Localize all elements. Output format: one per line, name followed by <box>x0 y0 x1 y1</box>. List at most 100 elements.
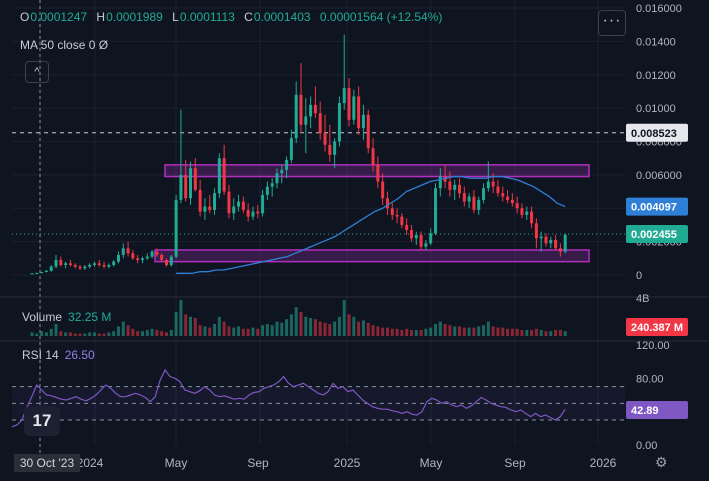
candle-body <box>506 196 510 200</box>
candle-body <box>539 236 543 239</box>
candle-body <box>304 116 308 125</box>
tradingview-logo[interactable]: 17 <box>24 406 60 436</box>
candle-body <box>213 193 217 210</box>
candle-body <box>525 211 529 215</box>
candle-body <box>482 188 486 200</box>
rsi-tick-label: 0.00 <box>636 440 657 452</box>
candle-body <box>289 138 293 160</box>
candle-body <box>294 94 298 139</box>
volume-bar <box>59 331 63 336</box>
candle-body <box>265 186 269 195</box>
volume-bar <box>265 324 269 336</box>
volume-bar <box>165 332 168 336</box>
candle-body <box>49 266 53 271</box>
candle-body <box>414 234 418 239</box>
last-price-tag-bg <box>626 225 688 244</box>
volume-bar <box>405 328 409 336</box>
open-label: O <box>20 10 30 24</box>
volume-bar <box>357 321 361 336</box>
gear-icon[interactable]: ⚙ <box>655 454 668 470</box>
volume-bar <box>515 328 519 336</box>
volume-bar <box>371 325 375 336</box>
volume-bar <box>174 312 178 336</box>
volume-bar <box>429 327 433 336</box>
candle-body <box>203 206 207 212</box>
candle-body <box>275 173 279 184</box>
volume-bar <box>309 318 313 336</box>
volume-bar <box>395 328 399 336</box>
candle-body <box>198 189 202 212</box>
time-tick-label: 2026 <box>590 456 617 470</box>
volume-bar <box>140 331 144 336</box>
candle-body <box>361 114 365 129</box>
close-value: 0.0001403 <box>253 10 311 24</box>
volume-bar <box>453 326 457 336</box>
volume-legend[interactable]: Volume 32.25 M <box>22 310 111 324</box>
candle-body <box>390 208 394 215</box>
volume-bar <box>78 333 82 336</box>
candle-body <box>515 203 519 209</box>
volume-bar <box>198 325 202 336</box>
more-options-button[interactable]: ··· <box>598 10 626 36</box>
candle-body <box>366 114 370 149</box>
candle-body <box>121 248 125 255</box>
volume-label: Volume <box>22 310 63 324</box>
rsi-price-tag-bg <box>626 401 688 419</box>
volume-bar <box>409 330 413 336</box>
volume-bar <box>270 325 274 336</box>
candle-body <box>256 211 260 214</box>
candle-body <box>73 264 77 267</box>
crosshair-date-label: 30 Oct '23 <box>14 454 80 472</box>
volume-bar <box>534 328 538 336</box>
collapse-legend-button[interactable]: ^ <box>25 61 49 83</box>
candle-body <box>285 159 289 170</box>
candle-body <box>486 181 490 189</box>
volume-bar <box>179 300 183 336</box>
volume-bar <box>222 321 226 336</box>
candle-body <box>116 254 120 262</box>
volume-bar <box>342 300 346 336</box>
volume-bar <box>107 332 111 336</box>
volume-bar <box>145 330 149 336</box>
volume-bar <box>414 330 418 336</box>
candle-body <box>59 259 63 265</box>
volume-bar <box>333 321 337 336</box>
time-tick-label: May <box>165 456 188 470</box>
candle-body <box>534 223 538 239</box>
volume-bar <box>381 327 385 336</box>
volume-bar <box>189 316 193 336</box>
candle-body <box>453 184 457 190</box>
candle-body <box>472 196 476 210</box>
candle-body <box>357 96 361 129</box>
high-label: H <box>96 10 106 24</box>
volume-bar <box>323 322 327 336</box>
candle-body <box>544 236 548 244</box>
candle-body <box>371 148 375 165</box>
volume-bar <box>544 331 548 336</box>
candle-body <box>193 168 197 190</box>
candle-body <box>83 266 87 269</box>
candle-body <box>112 261 116 265</box>
candle-body <box>434 188 437 234</box>
time-axis[interactable]: 2024 May Sep 2025 May Sep 2026 <box>77 456 617 470</box>
candle-body <box>554 239 558 249</box>
volume-bar <box>169 330 173 336</box>
candle-body <box>270 183 274 187</box>
candle-body <box>155 251 159 255</box>
level-price-tag-bg <box>626 123 688 142</box>
candle-body <box>246 209 250 217</box>
candle-body <box>400 216 404 225</box>
ma-legend[interactable]: MA 50 close 0 Ø <box>20 38 109 52</box>
candle-body <box>395 214 399 217</box>
time-tick-label: Sep <box>247 456 269 470</box>
volume-bar <box>549 331 553 336</box>
volume-bar <box>126 325 130 336</box>
candle-body <box>97 263 101 265</box>
volume-bar <box>280 322 284 336</box>
candle-body <box>44 270 48 272</box>
volume-bar <box>554 330 558 336</box>
volume-bar <box>83 333 87 336</box>
rsi-legend[interactable]: RSI 14 26.50 <box>22 348 95 362</box>
volume-bar <box>563 331 567 336</box>
